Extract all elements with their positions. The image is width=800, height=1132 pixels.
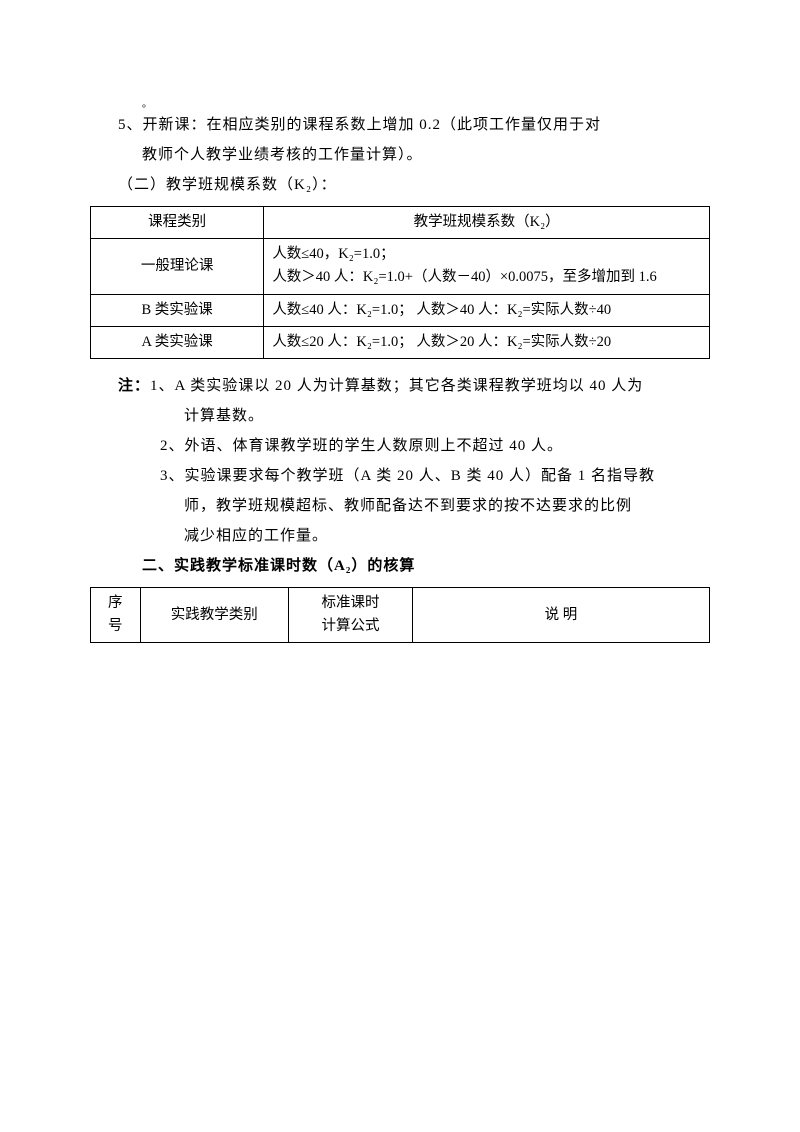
- cell-line: 序: [99, 592, 132, 615]
- table-header-seq: 序 号: [91, 587, 141, 642]
- note-text: 1、A 类实验课以 20 人为计算基数；其它各类课程教学班均以 40 人为: [150, 378, 643, 394]
- table-row: 一般理论课 人数≤40，K₂=1.0； 人数＞40 人：K₂=1.0+（人数－4…: [91, 239, 710, 294]
- table-header-type: 实践教学类别: [140, 587, 289, 642]
- table-row: 序 号 实践教学类别 标准课时 计算公式 说 明: [91, 587, 710, 642]
- note-3-line1: 3、实验课要求每个教学班（A 类 20 人、B 类 40 人）配备 1 名指导教: [90, 461, 710, 491]
- note-2: 2、外语、体育课教学班的学生人数原则上不超过 40 人。: [90, 431, 710, 461]
- cell-line: 人数≤40，K₂=1.0；: [272, 243, 701, 266]
- list-item-5-line1: 5、开新课：在相应类别的课程系数上增加 0.2（此项工作量仅用于对: [113, 110, 711, 140]
- note-1-line2: 计算基数。: [90, 401, 710, 431]
- list-item-5-line2: 教师个人教学业绩考核的工作量计算）。: [90, 140, 710, 170]
- cell-description: 人数≤20 人：K₂=1.0； 人数＞20 人：K₂=实际人数÷20: [264, 326, 710, 358]
- cell-line: 号: [99, 615, 132, 638]
- note-1-line1: 注：1、A 类实验课以 20 人为计算基数；其它各类课程教学班均以 40 人为: [90, 371, 710, 401]
- table-header-category: 课程类别: [91, 207, 264, 239]
- table-header-coefficient: 教学班规模系数（K₂）: [264, 207, 710, 239]
- cell-line: 人数＞40 人：K₂=1.0+（人数－40）×0.0075，至多增加到 1.6: [272, 266, 701, 289]
- trailing-period: 。: [90, 100, 710, 110]
- table-header-note: 说 明: [412, 587, 709, 642]
- cell-category: A 类实验课: [91, 326, 264, 358]
- note-3-line3: 减少相应的工作量。: [90, 521, 710, 551]
- cell-description: 人数≤40，K₂=1.0； 人数＞40 人：K₂=1.0+（人数－40）×0.0…: [264, 239, 710, 294]
- table-k2-coefficient: 课程类别 教学班规模系数（K₂） 一般理论课 人数≤40，K₂=1.0； 人数＞…: [90, 206, 710, 359]
- table-practice-teaching: 序 号 实践教学类别 标准课时 计算公式 说 明: [90, 587, 710, 643]
- table-row: A 类实验课 人数≤20 人：K₂=1.0； 人数＞20 人：K₂=实际人数÷2…: [91, 326, 710, 358]
- note-3-line2: 师，教学班规模超标、教师配备达不到要求的按不达要求的比例: [90, 491, 710, 521]
- cell-line: 标准课时: [297, 592, 404, 615]
- note-label: 注：: [118, 378, 150, 394]
- cell-description: 人数≤40 人：K₂=1.0； 人数＞40 人：K₂=实际人数÷40: [264, 294, 710, 326]
- cell-category: 一般理论课: [91, 239, 264, 294]
- cell-line: 计算公式: [297, 615, 404, 638]
- table-header-formula: 标准课时 计算公式: [289, 587, 413, 642]
- document-page: 。 5、开新课：在相应类别的课程系数上增加 0.2（此项工作量仅用于对 教师个人…: [0, 0, 800, 643]
- table-row: B 类实验课 人数≤40 人：K₂=1.0； 人数＞40 人：K₂=实际人数÷4…: [91, 294, 710, 326]
- notes-block: 注：1、A 类实验课以 20 人为计算基数；其它各类课程教学班均以 40 人为 …: [90, 371, 710, 551]
- subsection-heading-k2: （二）教学班规模系数（K₂）：: [90, 170, 710, 200]
- section-2-title: 二、实践教学标准课时数（A₂）的核算: [90, 551, 710, 581]
- cell-category: B 类实验课: [91, 294, 264, 326]
- table-row: 课程类别 教学班规模系数（K₂）: [91, 207, 710, 239]
